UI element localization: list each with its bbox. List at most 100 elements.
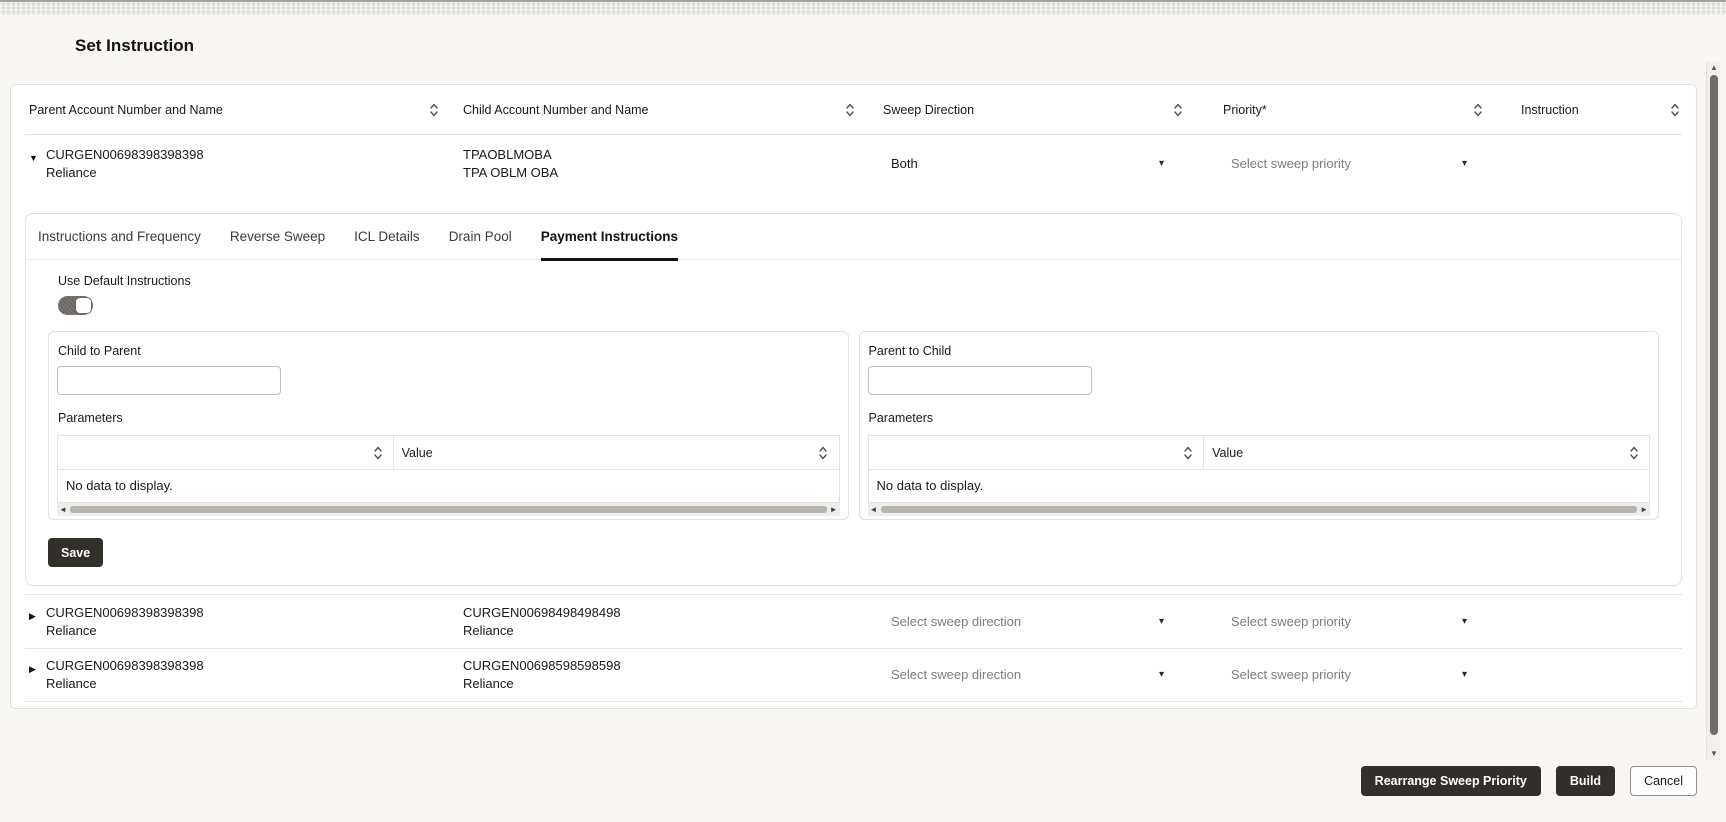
parameters-table: Value No data to display. bbox=[57, 435, 840, 503]
cancel-button[interactable]: Cancel bbox=[1630, 766, 1697, 796]
child-account-cell: CURGEN00698598598598 Reliance bbox=[451, 657, 863, 693]
sort-icon[interactable] bbox=[1183, 445, 1193, 461]
parent-to-child-panel: Parent to Child Parameters Value bbox=[858, 331, 1659, 520]
sort-icon[interactable] bbox=[1670, 102, 1680, 118]
scroll-left-icon[interactable]: ◄ bbox=[59, 505, 67, 514]
scroll-up-icon[interactable]: ▲ bbox=[1710, 63, 1718, 72]
scroll-right-icon[interactable]: ► bbox=[1640, 505, 1648, 514]
sort-icon[interactable] bbox=[373, 445, 383, 461]
child-to-parent-input[interactable] bbox=[57, 366, 281, 395]
sort-icon[interactable] bbox=[818, 445, 828, 461]
parent-account-name: Reliance bbox=[46, 622, 97, 638]
use-default-instructions-toggle[interactable] bbox=[58, 296, 93, 315]
sweep-direction-select[interactable]: Both ▾ bbox=[883, 155, 1170, 173]
column-header-label: Sweep Direction bbox=[883, 102, 975, 117]
parent-account-cell: ▶ CURGEN00698398398398 Reliance bbox=[25, 657, 451, 693]
priority-select[interactable]: Select sweep priority ▾ bbox=[1223, 613, 1473, 631]
instruction-table-card: Parent Account Number and Name Child Acc… bbox=[10, 84, 1697, 709]
use-default-instructions-label: Use Default Instructions bbox=[58, 274, 191, 288]
column-header-label: Parent Account Number and Name bbox=[29, 102, 223, 117]
rearrange-sweep-priority-button[interactable]: Rearrange Sweep Priority bbox=[1360, 766, 1541, 796]
child-account-number: CURGEN00698498498498 bbox=[463, 604, 621, 620]
column-header-label: Child Account Number and Name bbox=[463, 102, 649, 117]
scroll-right-icon[interactable]: ► bbox=[829, 505, 838, 514]
parent-to-child-input[interactable] bbox=[867, 366, 1092, 395]
vertical-scrollbar[interactable]: ▲ ▼ bbox=[1706, 62, 1720, 760]
value-column-header[interactable]: Value bbox=[1204, 445, 1649, 461]
child-account-name: Reliance bbox=[463, 622, 514, 638]
priority-cell: Select sweep priority ▾ bbox=[1193, 666, 1493, 684]
parent-account-cell: ▶ CURGEN00698398398398 Reliance bbox=[25, 604, 451, 640]
parameter-column-header[interactable] bbox=[58, 436, 394, 469]
column-header-instruction[interactable]: Instruction bbox=[1493, 102, 1682, 118]
sort-icon[interactable] bbox=[1173, 102, 1183, 118]
parent-account-name: Reliance bbox=[46, 676, 97, 691]
sweep-direction-select[interactable]: Select sweep direction ▾ bbox=[883, 666, 1170, 684]
dropdown-arrow-icon: ▾ bbox=[1461, 615, 1467, 627]
dropdown-arrow-icon: ▾ bbox=[1461, 158, 1467, 169]
sort-icon[interactable] bbox=[429, 102, 439, 118]
tab-instructions-and-frequency[interactable]: Instructions and Frequency bbox=[38, 229, 201, 244]
priority-placeholder: Select sweep priority bbox=[1231, 667, 1351, 682]
sweep-direction-select[interactable]: Select sweep direction ▾ bbox=[883, 613, 1170, 631]
horizontal-scrollbar[interactable]: ◄ ► bbox=[57, 503, 840, 516]
column-header-sweep-direction[interactable]: Sweep Direction bbox=[863, 102, 1193, 118]
scroll-left-icon[interactable]: ◄ bbox=[869, 505, 878, 514]
tab-drain-pool[interactable]: Drain Pool bbox=[448, 229, 512, 244]
column-header-priority[interactable]: Priority* bbox=[1193, 102, 1493, 118]
horizontal-scrollbar[interactable]: ◄ ► bbox=[867, 503, 1650, 516]
parameters-table: Value No data to display. bbox=[867, 435, 1650, 503]
vertical-scrollbar-thumb[interactable] bbox=[1710, 75, 1718, 735]
sweep-direction-cell: Select sweep direction ▾ bbox=[863, 666, 1193, 684]
empty-table-message: No data to display. bbox=[876, 478, 984, 493]
sweep-direction-placeholder: Select sweep direction bbox=[891, 613, 1022, 629]
panel-title: Child to Parent bbox=[58, 344, 141, 358]
value-column-header[interactable]: Value bbox=[394, 445, 839, 461]
parameters-table-header: Value bbox=[58, 436, 839, 470]
save-button[interactable]: Save bbox=[48, 538, 104, 567]
sweep-direction-cell: Select sweep direction ▾ bbox=[863, 613, 1193, 631]
priority-placeholder: Select sweep priority bbox=[1231, 156, 1351, 171]
sort-icon[interactable] bbox=[1473, 102, 1483, 118]
instruction-detail-panel: Instructions and Frequency Reverse Sweep… bbox=[25, 213, 1682, 586]
tab-reverse-sweep[interactable]: Reverse Sweep bbox=[229, 229, 326, 244]
tab-icl-details[interactable]: ICL Details bbox=[354, 229, 420, 244]
scroll-down-icon[interactable]: ▼ bbox=[1710, 749, 1718, 758]
parameter-column-header[interactable] bbox=[869, 436, 1205, 469]
child-account-name: TPA OBLM OBA bbox=[463, 165, 559, 180]
parent-account-number: CURGEN00698398398398 bbox=[46, 147, 204, 162]
priority-placeholder: Select sweep priority bbox=[1231, 613, 1351, 629]
page-title: Set Instruction bbox=[75, 36, 195, 55]
parent-account-name: Reliance bbox=[46, 165, 97, 180]
column-header-child-account[interactable]: Child Account Number and Name bbox=[451, 102, 863, 118]
horizontal-scrollbar-thumb[interactable] bbox=[70, 506, 827, 513]
child-account-name: Reliance bbox=[463, 676, 514, 691]
tab-payment-instructions[interactable]: Payment Instructions bbox=[540, 214, 679, 261]
row-collapse-icon[interactable]: ▼ bbox=[29, 153, 38, 163]
parameters-label: Parameters bbox=[868, 411, 934, 425]
detail-tabs: Instructions and Frequency Reverse Sweep… bbox=[26, 214, 1681, 261]
sort-icon[interactable] bbox=[845, 102, 855, 118]
sort-icon[interactable] bbox=[1629, 445, 1639, 461]
value-column-label: Value bbox=[401, 445, 433, 460]
dropdown-arrow-icon: ▾ bbox=[1158, 669, 1164, 680]
priority-select[interactable]: Select sweep priority ▾ bbox=[1223, 666, 1473, 684]
browser-chrome-strip bbox=[0, 0, 1726, 15]
panel-title: Parent to Child bbox=[868, 344, 952, 358]
child-account-cell: CURGEN00698498498498 Reliance bbox=[451, 604, 863, 640]
sweep-direction-cell: Both ▾ bbox=[863, 155, 1193, 173]
parent-account-number: CURGEN00698398398398 bbox=[46, 604, 204, 620]
column-header-parent-account[interactable]: Parent Account Number and Name bbox=[25, 102, 451, 118]
row-expand-icon[interactable]: ▶ bbox=[29, 610, 36, 621]
parent-account-number: CURGEN00698398398398 bbox=[46, 658, 204, 673]
row-expand-icon[interactable]: ▶ bbox=[29, 664, 36, 674]
parent-account-cell: ▼ CURGEN00698398398398 Reliance bbox=[25, 146, 451, 182]
dropdown-arrow-icon: ▾ bbox=[1461, 669, 1467, 680]
priority-select[interactable]: Select sweep priority ▾ bbox=[1223, 155, 1473, 173]
table-row: ▶ CURGEN00698398398398 Reliance CURGEN00… bbox=[25, 594, 1682, 648]
empty-table-message: No data to display. bbox=[66, 478, 173, 493]
use-default-instructions-block: Use Default Instructions bbox=[58, 274, 1681, 315]
parameters-table-header: Value bbox=[868, 436, 1649, 470]
horizontal-scrollbar-thumb[interactable] bbox=[880, 506, 1637, 513]
build-button[interactable]: Build bbox=[1555, 766, 1616, 796]
